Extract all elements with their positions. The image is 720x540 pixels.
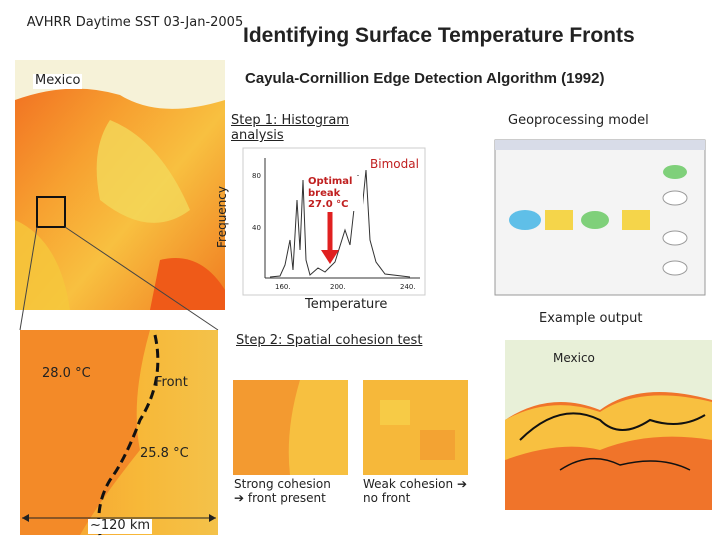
cool-temp: 25.8 °C (140, 446, 189, 461)
histogram-image (242, 147, 426, 296)
subtitle: Cayula-Cornillion Edge Detection Algorit… (245, 70, 605, 87)
model-image (494, 139, 706, 296)
y-label: Frequency (215, 186, 229, 248)
optimal-break: Optimal break 27.0 °C (308, 176, 363, 211)
x-label: Temperature (305, 297, 388, 312)
sst-map (15, 60, 225, 331)
x-tick: 160. (275, 283, 291, 291)
map-label: Mexico (33, 73, 83, 89)
x-tick: 200. (330, 283, 346, 291)
y-tick: 80 (252, 172, 261, 180)
warm-temp: 28.0 °C (42, 366, 91, 381)
bimodal: Bimodal (370, 157, 419, 171)
step2-title: Step 2: Spatial cohesion test (236, 333, 423, 348)
model-title: Geoprocessing model (508, 113, 649, 128)
scale-label: ~120 km (88, 518, 153, 534)
cohesion-images (233, 380, 468, 475)
x-tick: 240. (400, 283, 416, 291)
title: Identifying Surface Temperature Fronts (243, 24, 635, 47)
front-label: Front (155, 375, 188, 390)
output-title: Example output (539, 311, 643, 326)
y-tick: 40 (252, 224, 261, 232)
map-title: AVHRR Daytime SST 03-Jan-2005 (26, 15, 244, 30)
output-map-label: Mexico (553, 351, 595, 365)
zoom-image (20, 330, 218, 536)
step1-title: Step 1: Histogram analysis (231, 113, 349, 143)
output-map (505, 340, 712, 510)
strong-cohesion: Strong cohesion ➔ front present (234, 477, 331, 505)
weak-cohesion: Weak cohesion ➔ no front (363, 477, 467, 505)
